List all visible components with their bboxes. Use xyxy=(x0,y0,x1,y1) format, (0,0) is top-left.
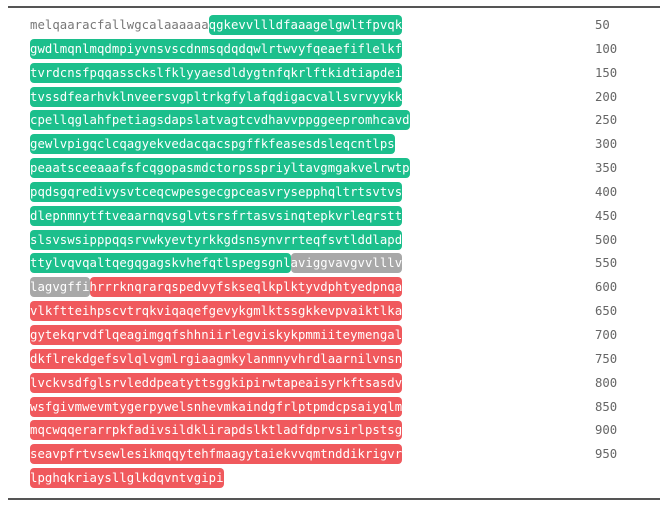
sequence-line: ttylvqvqaltqegqgagskvhefqtlspegsgnlavigg… xyxy=(30,253,403,274)
residue-number: 950 xyxy=(595,447,618,462)
sequence-line: wsfgivmwevmtygerpywelsnhevmkaindgfrlptpm… xyxy=(30,396,403,417)
residue-number: 800 xyxy=(595,375,618,390)
residue-number: 350 xyxy=(595,161,618,176)
extracellular-domain-segment: peaatsceeaaafsfcqgopasmdctorpsspriyltavg… xyxy=(30,158,410,179)
residue-number: 50 xyxy=(595,18,610,32)
sequence-line: dlepnmnytftveaarnqvsglvtsrsfrtasvsinqtep… xyxy=(30,205,403,226)
residue-number: 200 xyxy=(595,89,618,104)
extracellular-domain-segment: gewlvpigqclcqagyekvedacqacspgffkfeasesds… xyxy=(30,134,395,155)
sequence-line: gytekqrvdflqeagimgqfshhniirlegviskykpmmi… xyxy=(30,324,403,345)
extracellular-domain-segment: dlepnmnytftveaarnqvsglvtsrsfrtasvsinqtep… xyxy=(30,205,403,226)
sequence-line: mqcwqqerarrpkfadivsildklirapdslktladfdpr… xyxy=(30,420,403,441)
extracellular-domain-segment: ttylvqvqaltqegqgagskvhefqtlspegsgnl xyxy=(30,253,291,274)
extracellular-domain-segment: tvssdfearhvklnveersvgpltrkgfylafqdigacva… xyxy=(30,86,403,107)
signal-peptide-segment: melqaaracfallwgcalaaaaaa xyxy=(30,18,209,32)
residue-number: 600 xyxy=(595,280,618,295)
residue-number: 450 xyxy=(595,208,618,223)
kinase-domain-segment: gytekqrvdflqeagimgqfshhniirlegviskykpmmi… xyxy=(30,324,403,345)
extracellular-domain-segment: tvrdcnsfpqqassckslfklyyaesdldygtnfqkrlft… xyxy=(30,62,403,83)
residue-number: 700 xyxy=(595,327,618,342)
sequence-line: peaatsceeaaafsfcqgopasmdctorpsspriyltavg… xyxy=(30,158,410,179)
transmembrane-segment: aviggvavgvvlllv xyxy=(290,253,403,274)
sequence-line: cpellqglahfpetiagsdapslatvagtcvdhavvppgg… xyxy=(30,110,410,131)
residue-number: 500 xyxy=(595,232,618,247)
extracellular-domain-segment: cpellqglahfpetiagsdapslatvagtcvdhavvppgg… xyxy=(30,110,410,131)
residue-number: 750 xyxy=(595,351,618,366)
extracellular-domain-segment: qgkevvllldfaaagelgwltfpvqk xyxy=(208,15,403,35)
residue-number: 250 xyxy=(595,113,618,128)
sequence-line: lpghqkriaysllglkdqvntvgipi xyxy=(30,468,224,489)
kinase-domain-segment: vlkftteihpscvtrqkviqaqefgevykgmlktssgkke… xyxy=(30,301,403,322)
kinase-domain-segment: lpghqkriaysllglkdqvntvgipi xyxy=(30,468,224,489)
extracellular-domain-segment: pqdsgqredivysvtceqcwpesgecgpceasvrysepph… xyxy=(30,181,403,202)
extracellular-domain-segment: gwdlmqnlmqdmpiyvnsvscdnmsqdqdqwlrtwvyfqe… xyxy=(30,38,403,59)
transmembrane-segment: lagvgffi xyxy=(30,277,90,298)
sequence-line: gewlvpigqclcqagyekvedacqacspgffkfeasesds… xyxy=(30,134,395,155)
residue-number: 850 xyxy=(595,399,618,414)
residue-number: 550 xyxy=(595,256,618,271)
kinase-domain-segment: seavpfrtvsewlesikmqqytehfmaagytaiekvvqmt… xyxy=(30,444,403,465)
sequence-line: seavpfrtvsewlesikmqqytehfmaagytaiekvvqmt… xyxy=(30,444,403,465)
extracellular-domain-segment: slsvswsipppqqsrvwkyevtyrkkgdsnsynvrrteqf… xyxy=(30,229,403,250)
residue-number: 900 xyxy=(595,423,618,438)
residue-number: 300 xyxy=(595,137,618,152)
sequence-line: melqaaracfallwgcalaaaaaaqgkevvllldfaaage… xyxy=(30,15,403,35)
sequence-line: pqdsgqredivysvtceqcwpesgecgpceasvrysepph… xyxy=(30,181,403,202)
kinase-domain-segment: wsfgivmwevmtygerpywelsnhevmkaindgfrlptpm… xyxy=(30,396,403,417)
kinase-domain-segment: mqcwqqerarrpkfadivsildklirapdslktladfdpr… xyxy=(30,420,403,441)
kinase-domain-segment: dkflrekdgefsvlqlvgmlrgiaagmkylanmnyvhrdl… xyxy=(30,348,403,369)
sequence-line: lvckvsdfglsrvleddpeatyttsggkipirwtapeais… xyxy=(30,372,403,393)
residue-number: 150 xyxy=(595,65,618,80)
sequence-line: slsvswsipppqqsrvwkyevtyrkkgdsnsynvrrteqf… xyxy=(30,229,403,250)
sequence-line: dkflrekdgefsvlqlvgmlrgiaagmkylanmnyvhrdl… xyxy=(30,348,403,369)
sequence-line: gwdlmqnlmqdmpiyvnsvscdnmsqdqdqwlrtwvyfqe… xyxy=(30,38,403,59)
sequence-line: lagvgffihrrrknqrarqspedvyfskseqlkplktyvd… xyxy=(30,277,403,298)
residue-number: 100 xyxy=(595,41,618,56)
residue-number: 650 xyxy=(595,304,618,319)
sequence-line: tvrdcnsfpqqassckslfklyyaesdldygtnfqkrlft… xyxy=(30,62,403,83)
bottom-rule xyxy=(8,498,660,500)
sequence-line: tvssdfearhvklnveersvgpltrkgfylafqdigacva… xyxy=(30,86,403,107)
top-rule xyxy=(8,6,660,8)
residue-number: 400 xyxy=(595,184,618,199)
sequence-line: vlkftteihpscvtrqkviqaqefgevykgmlktssgkke… xyxy=(30,301,403,322)
kinase-domain-segment: hrrrknqrarqspedvyfskseqlkplktyvdphtyedpn… xyxy=(89,277,403,298)
kinase-domain-segment: lvckvsdfglsrvleddpeatyttsggkipirwtapeais… xyxy=(30,372,403,393)
